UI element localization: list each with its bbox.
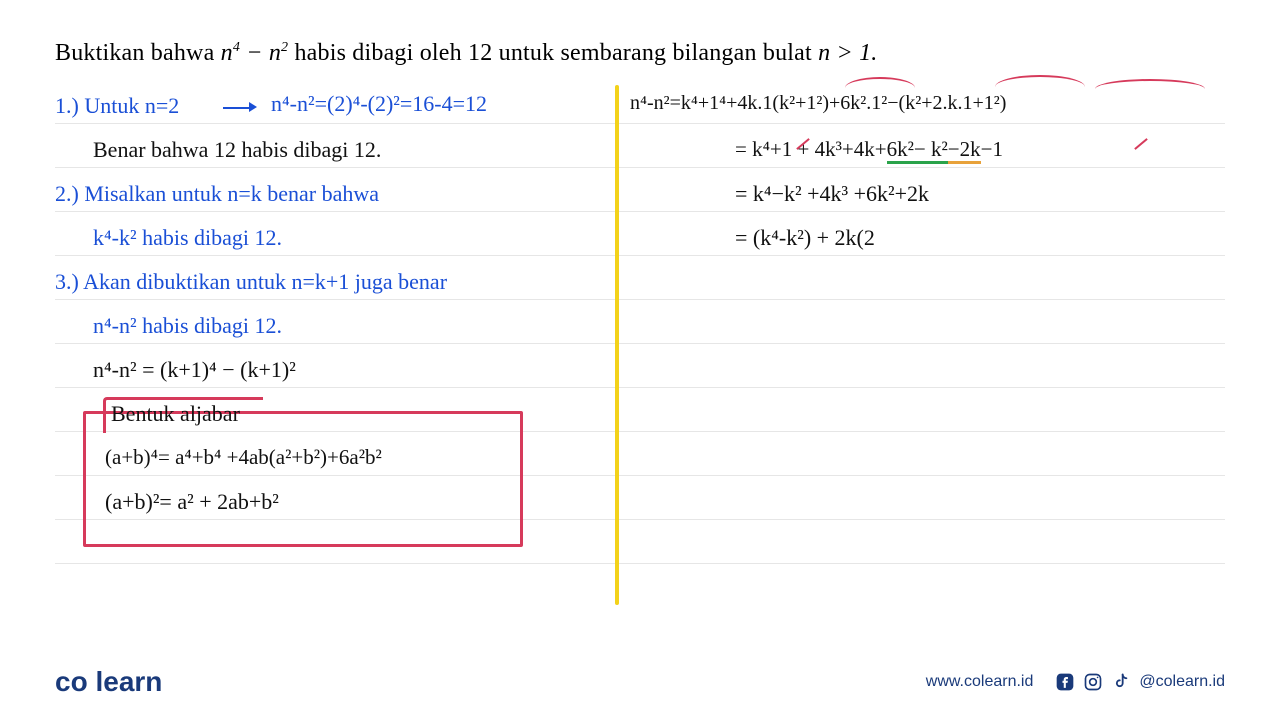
logo-part-b: learn	[95, 666, 162, 697]
problem-expr: n4 − n2	[221, 40, 289, 66]
step3-claim: n⁴-n² habis dibagi 12.	[93, 315, 282, 337]
r2-part-a: = k⁴+1 + 4k³+4k+	[735, 137, 887, 161]
right-line4: = (k⁴-k²) + 2k(2	[735, 227, 875, 249]
r2-part-e: −1	[981, 137, 1003, 161]
tiktok-icon	[1111, 672, 1131, 692]
arc-annotation-3	[1095, 79, 1205, 99]
logo-part-a: co	[55, 666, 88, 697]
problem-prefix: Buktikan bahwa	[55, 40, 221, 66]
right-line3: = k⁴−k² +4k³ +6k²+2k	[735, 183, 929, 205]
step1-label: 1.) Untuk n=2	[55, 95, 179, 117]
footer: co learn www.colearn.id @colearn.id	[0, 666, 1280, 698]
r2-part-d: −2k	[948, 137, 981, 164]
problem-statement: Buktikan bahwa n4 − n2 habis dibagi oleh…	[55, 40, 1225, 67]
step3-label: 3.) Akan dibuktikan untuk n=k+1 juga ben…	[55, 271, 447, 293]
lined-paper: 1.) Untuk n=2 n⁴-n²=(2)⁴-(2)²=16-4=12 Be…	[55, 85, 1225, 605]
problem-cond: n > 1.	[818, 40, 877, 66]
vertical-divider	[615, 85, 619, 605]
instagram-icon	[1083, 672, 1103, 692]
strike-2	[1134, 138, 1148, 150]
footer-url: www.colearn.id	[926, 673, 1034, 691]
box-formula2: (a+b)²= a² + 2ab+b²	[105, 491, 279, 513]
facebook-icon	[1055, 672, 1075, 692]
social-handle: @colearn.id	[1139, 673, 1225, 691]
step1-calc: n⁴-n²=(2)⁴-(2)²=16-4=12	[271, 93, 487, 115]
problem-mid: habis dibagi oleh 12 untuk sembarang bil…	[288, 40, 818, 66]
box-title: Bentuk aljabar	[111, 403, 240, 425]
brand-logo: co learn	[55, 666, 162, 698]
step2-label: 2.) Misalkan untuk n=k benar bahwa	[55, 183, 379, 205]
right-line2: = k⁴+1 + 4k³+4k+6k²− k²−2k−1	[735, 139, 1003, 160]
arc-annotation-2	[995, 75, 1085, 99]
box-formula1: (a+b)⁴= a⁴+b⁴ +4ab(a²+b²)+6a²b²	[105, 447, 382, 468]
step1-conclusion: Benar bahwa 12 habis dibagi 12.	[93, 139, 381, 161]
r2-part-c: − k²	[914, 137, 948, 164]
r2-part-b: 6k²	[887, 137, 914, 164]
social-block: @colearn.id	[1055, 672, 1225, 692]
step2-hypothesis: k⁴-k² habis dibagi 12.	[93, 227, 282, 249]
step3-expand: n⁴-n² = (k+1)⁴ − (k+1)²	[93, 359, 296, 381]
right-line1: n⁴-n²=k⁴+1⁴+4k.1(k²+1²)+6k².1²−(k²+2.k.1…	[630, 93, 1006, 113]
